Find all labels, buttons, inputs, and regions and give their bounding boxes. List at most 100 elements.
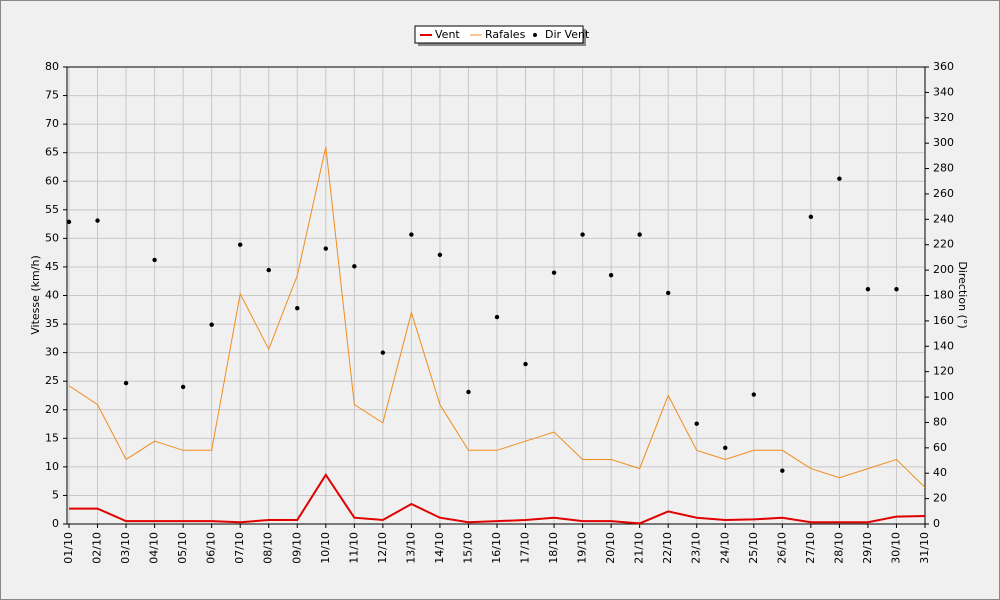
dir-point — [666, 290, 671, 296]
x-tick-label: 23/10 — [690, 532, 703, 564]
dir-point — [266, 267, 271, 273]
x-tick-label: 01/10 — [62, 532, 75, 564]
x-tick-label: 03/10 — [119, 532, 132, 564]
y-tick-label: 10 — [45, 460, 59, 473]
y-tick-label: 0 — [52, 517, 59, 530]
legend-marker — [533, 33, 537, 37]
dir-point — [608, 272, 614, 278]
x-tick-label: 06/10 — [205, 532, 218, 564]
y2-tick-label: 80 — [933, 415, 947, 428]
x-tick-label: 13/10 — [404, 532, 417, 564]
dir-point — [352, 264, 357, 269]
dir-point — [580, 232, 585, 237]
y2-tick-label: 60 — [933, 441, 947, 454]
x-tick-label: 14/10 — [433, 532, 446, 564]
dir-point — [551, 270, 557, 275]
y2-tick-label: 180 — [933, 289, 954, 302]
y2-tick-label: 220 — [933, 238, 954, 251]
x-tick-label: 18/10 — [547, 532, 560, 564]
dir-point — [637, 232, 642, 237]
y2-tick-label: 40 — [933, 466, 947, 479]
y-tick-label: 15 — [45, 431, 59, 444]
y-tick-label: 65 — [45, 146, 59, 159]
dir-point — [808, 214, 814, 219]
dir-point — [66, 219, 72, 225]
y2-tick-label: 280 — [933, 162, 954, 175]
y-axis-label: Vitesse (km/h) — [29, 255, 42, 335]
dir-point — [95, 218, 100, 223]
dir-point — [380, 350, 386, 355]
y-tick-label: 75 — [45, 89, 59, 102]
dir-point — [837, 176, 842, 181]
x-tick-label: 05/10 — [176, 532, 189, 564]
dir-point — [238, 242, 243, 247]
y-tick-label: 25 — [45, 374, 59, 387]
x-tick-label: 09/10 — [290, 532, 303, 564]
y2-tick-label: 140 — [933, 339, 954, 352]
x-tick-label: 20/10 — [604, 532, 617, 564]
dir-point — [209, 322, 214, 327]
dir-point — [295, 305, 300, 311]
y2-tick-label: 260 — [933, 187, 954, 200]
y-tick-label: 80 — [45, 60, 59, 73]
y2-tick-label: 320 — [933, 111, 954, 124]
y-tick-label: 50 — [45, 231, 59, 244]
y2-tick-label: 0 — [933, 517, 940, 530]
dir-point — [409, 232, 414, 237]
x-tick-label: 27/10 — [804, 532, 817, 564]
x-tick-label: 31/10 — [918, 532, 931, 564]
legend-label: Rafales — [485, 28, 526, 41]
x-tick-label: 29/10 — [861, 532, 874, 564]
dir-point — [751, 392, 756, 397]
x-tick-label: 10/10 — [319, 532, 332, 564]
y-tick-label: 35 — [45, 317, 59, 330]
dir-point — [894, 286, 899, 292]
x-tick-label: 19/10 — [576, 532, 589, 564]
dir-point — [180, 384, 186, 390]
y-tick-label: 45 — [45, 260, 59, 273]
dir-point — [865, 286, 871, 292]
legend: Vent Rafales Dir Vent — [414, 25, 590, 46]
dir-point — [437, 252, 443, 258]
y2-axis-label: Direction (°) — [956, 261, 969, 328]
y2-tick-label: 120 — [933, 365, 954, 378]
legend-box — [414, 25, 584, 44]
dir-point — [523, 361, 528, 367]
dir-point — [152, 257, 157, 263]
y-tick-label: 55 — [45, 203, 59, 216]
dir-point — [323, 246, 328, 251]
series-line — [69, 473, 926, 525]
y2-tick-label: 300 — [933, 136, 954, 149]
x-tick-label: 30/10 — [889, 532, 902, 564]
x-tick-label: 26/10 — [775, 532, 788, 564]
y-tick-label: 70 — [45, 117, 59, 130]
y2-tick-label: 360 — [933, 60, 954, 73]
x-tick-label: 24/10 — [718, 532, 731, 564]
y2-tick-label: 340 — [933, 85, 954, 98]
y2-tick-label: 160 — [933, 314, 954, 327]
x-tick-label: 12/10 — [376, 532, 389, 564]
x-tick-label: 22/10 — [661, 532, 674, 564]
series-line — [68, 146, 926, 488]
x-tick-label: 02/10 — [91, 532, 104, 564]
y-tick-label: 40 — [45, 289, 59, 302]
dir-point — [723, 445, 728, 451]
x-tick-label: 07/10 — [233, 532, 246, 564]
dir-point — [780, 468, 785, 473]
x-tick-label: 11/10 — [347, 532, 360, 564]
legend-label: Vent — [435, 28, 460, 41]
x-tick-label: 08/10 — [262, 532, 275, 564]
dir-point — [494, 314, 500, 320]
y-tick-label: 60 — [45, 174, 59, 187]
dir-point — [123, 380, 129, 386]
plot-frame — [66, 66, 926, 525]
y-tick-label: 5 — [52, 488, 59, 501]
y-tick-label: 30 — [45, 346, 59, 359]
x-tick-label: 28/10 — [832, 532, 845, 564]
x-tick-label: 15/10 — [461, 532, 474, 564]
y2-tick-label: 20 — [933, 492, 947, 505]
legend-label: Dir Vent — [545, 28, 590, 41]
x-tick-label: 21/10 — [633, 532, 646, 564]
x-tick-label: 17/10 — [519, 532, 532, 564]
